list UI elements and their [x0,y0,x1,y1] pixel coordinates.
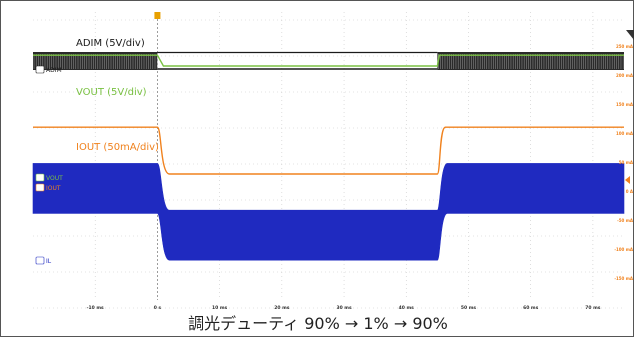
il-trace [32,163,625,261]
vout-channel-marker[interactable]: VOUT [35,173,63,182]
x-tick-label: 10 ms [212,305,228,311]
channel-icon [35,173,45,182]
right-scale-label: 150 mA [616,102,634,107]
vout-trace [33,54,624,67]
x-tick-label: 30 ms [336,305,352,311]
right-scale-label: 100 mA [616,131,634,136]
iout-trace [33,126,624,175]
channel-icon [35,183,45,192]
right-scale-label: 0 A [626,189,634,194]
il-channel-marker[interactable]: IL [35,256,52,265]
channel-marker-label: IOUT [46,185,61,192]
trigger-marker-icon [154,12,161,19]
channel-icon [35,256,45,265]
il-label: IL (200mA/div) [76,248,150,259]
x-tick-label: 60 ms [523,305,539,311]
iout-label: IOUT (50mA/div) [76,142,159,153]
channel-icon [35,65,45,74]
x-tick-label: 70 ms [585,305,601,311]
oscilloscope-display: ADIM (5V/div) VOUT (5V/div) IOUT (50mA/div… [1,12,634,312]
x-tick-label: 20 ms [274,305,290,311]
adim-pwm-after-stripes [438,54,624,69]
oscilloscope-svg: ADIM (5V/div) VOUT (5V/div) IOUT (50mA/div… [32,12,634,311]
scroll-corner-icon [626,30,634,40]
iout-channel-marker[interactable]: IOUT [35,183,61,192]
x-tick-label: 50 ms [461,305,477,311]
iout-offset-icon [625,176,630,184]
vout-label: VOUT (5V/div) [76,87,147,98]
right-scale-label: 50 mA [619,160,634,165]
right-scale-label: -50 mA [617,218,634,223]
right-scale-label: 250 mA [616,44,634,49]
channel-marker-label: ADIM [46,67,62,74]
channel-marker-label: IL [46,258,52,265]
figure-caption: 調光デューティ 90% → 1% → 90% [188,314,448,333]
adim-channel-marker[interactable]: ADIM [35,65,62,74]
right-scale-label: 200 mA [616,73,634,78]
adim-label: ADIM (5V/div) [76,38,145,49]
adim-pwm-before-stripes [33,54,158,69]
right-scale-label: -100 mA [614,247,634,252]
channel-marker-label: VOUT [46,175,63,182]
x-tick-label: -10 ms [87,305,104,311]
x-tick-label: 40 ms [399,305,415,311]
x-tick-label: 0 s [154,305,162,311]
right-scale-label: -150 mA [614,276,634,281]
